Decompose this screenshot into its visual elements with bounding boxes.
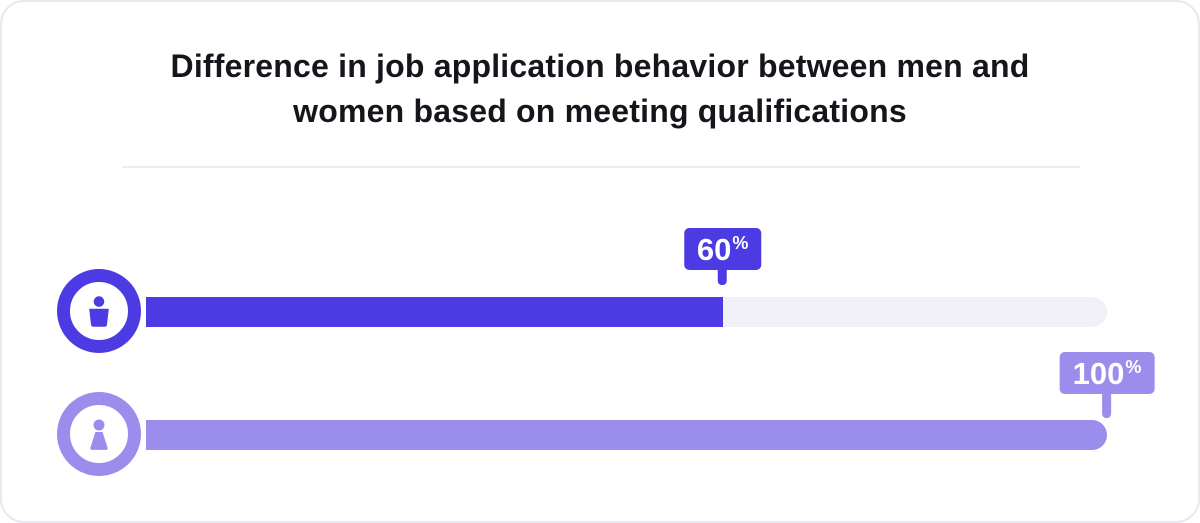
- value-label-women: 100: [1072, 355, 1125, 391]
- female-avatar: [57, 392, 141, 476]
- bar-track-men: 60%: [146, 228, 1107, 327]
- title-divider: [122, 166, 1080, 168]
- chart-title-line-2: women based on meeting qualifications: [293, 93, 907, 129]
- value-badge-men: 60%: [683, 228, 762, 285]
- male-avatar: [57, 269, 141, 353]
- percent-sign-women: %: [1125, 357, 1142, 377]
- male-person-icon: [89, 296, 109, 327]
- badge-pointer-men: [718, 270, 728, 285]
- bar-track-women: 100%: [146, 352, 1155, 450]
- chart-title-line-1: Difference in job application behavior b…: [170, 48, 1030, 84]
- badge-pointer-women: [1102, 394, 1112, 418]
- bar-fill-men: [146, 297, 723, 327]
- value-label-men: 60: [696, 231, 732, 267]
- value-badge-women: 100%: [1059, 352, 1155, 418]
- bar-fill-women: [146, 420, 1107, 450]
- chart-title: Difference in job application behavior b…: [92, 44, 1108, 134]
- female-person-icon: [90, 419, 108, 450]
- percent-sign-men: %: [732, 233, 749, 253]
